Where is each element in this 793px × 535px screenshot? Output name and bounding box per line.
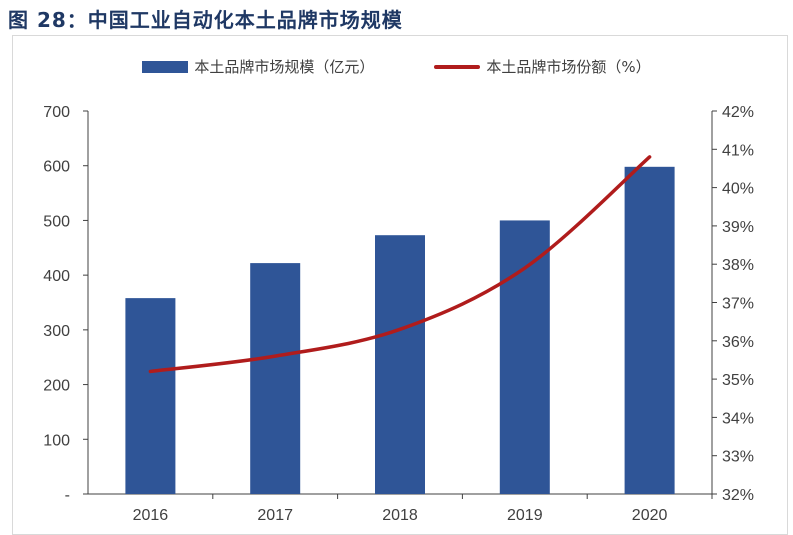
x-tick-label: 2019	[507, 507, 543, 524]
left-tick-label: 100	[43, 432, 70, 449]
right-tick-label: 34%	[722, 410, 754, 427]
x-tick-label: 2017	[257, 507, 293, 524]
left-tick-label: 400	[43, 268, 70, 285]
bar-2019	[500, 220, 550, 494]
right-tick-label: 41%	[722, 142, 754, 159]
right-tick-label: 35%	[722, 372, 754, 389]
right-tick-label: 39%	[722, 219, 754, 236]
right-tick-label: 33%	[722, 449, 754, 466]
right-tick-label: 40%	[722, 181, 754, 198]
right-tick-label: 37%	[722, 296, 754, 313]
x-tick-label: 2018	[382, 507, 418, 524]
left-tick-label: 500	[43, 213, 70, 230]
bar-2016	[125, 298, 175, 494]
bar-2017	[250, 263, 300, 494]
left-tick-label: -	[65, 487, 70, 504]
x-tick-label: 2016	[133, 507, 169, 524]
right-tick-label: 42%	[722, 104, 754, 121]
left-tick-label: 200	[43, 378, 70, 395]
plot-area: - 100 200 300 400 500 600 700 32% 33% 34% 35% 36% 37%…	[0, 0, 793, 524]
left-tick-label: 700	[43, 104, 70, 121]
left-tick-label: 300	[43, 323, 70, 340]
bar-2020	[625, 167, 675, 494]
right-tick-label: 32%	[722, 487, 754, 504]
bar-2018	[375, 235, 425, 494]
right-tick-label: 38%	[722, 257, 754, 274]
x-tick-label: 2020	[632, 507, 668, 524]
left-tick-label: 600	[43, 159, 70, 176]
right-tick-label: 36%	[722, 334, 754, 351]
